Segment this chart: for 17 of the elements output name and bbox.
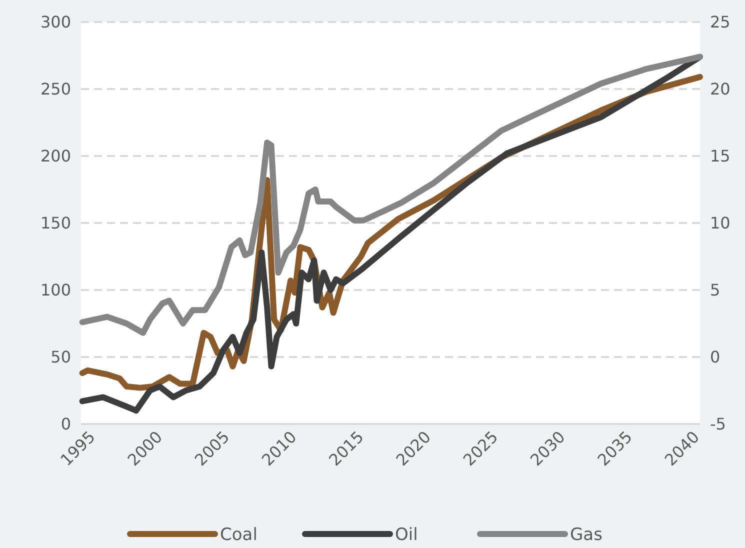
y2-tick-label: 25 xyxy=(710,12,730,32)
legend-label: Gas xyxy=(570,524,603,545)
y-tick-label: 200 xyxy=(40,146,71,166)
y-tick-label: 50 xyxy=(50,348,71,367)
y-tick-label: 100 xyxy=(40,280,71,300)
y-tick-label: 0 xyxy=(60,414,71,434)
y-tick-label: 150 xyxy=(40,214,71,233)
y2-tick-label: 5 xyxy=(710,280,720,300)
y-tick-label: 300 xyxy=(40,12,71,32)
y2-tick-label: -5 xyxy=(710,414,726,434)
y2-tick-label: 20 xyxy=(710,80,730,99)
legend-label: Coal xyxy=(220,524,258,545)
legend-label: Oil xyxy=(395,524,418,545)
y2-tick-label: 15 xyxy=(710,146,730,166)
y2-tick-label: 0 xyxy=(710,348,720,367)
y2-tick-label: 10 xyxy=(710,214,730,233)
y-tick-label: 250 xyxy=(40,80,71,99)
